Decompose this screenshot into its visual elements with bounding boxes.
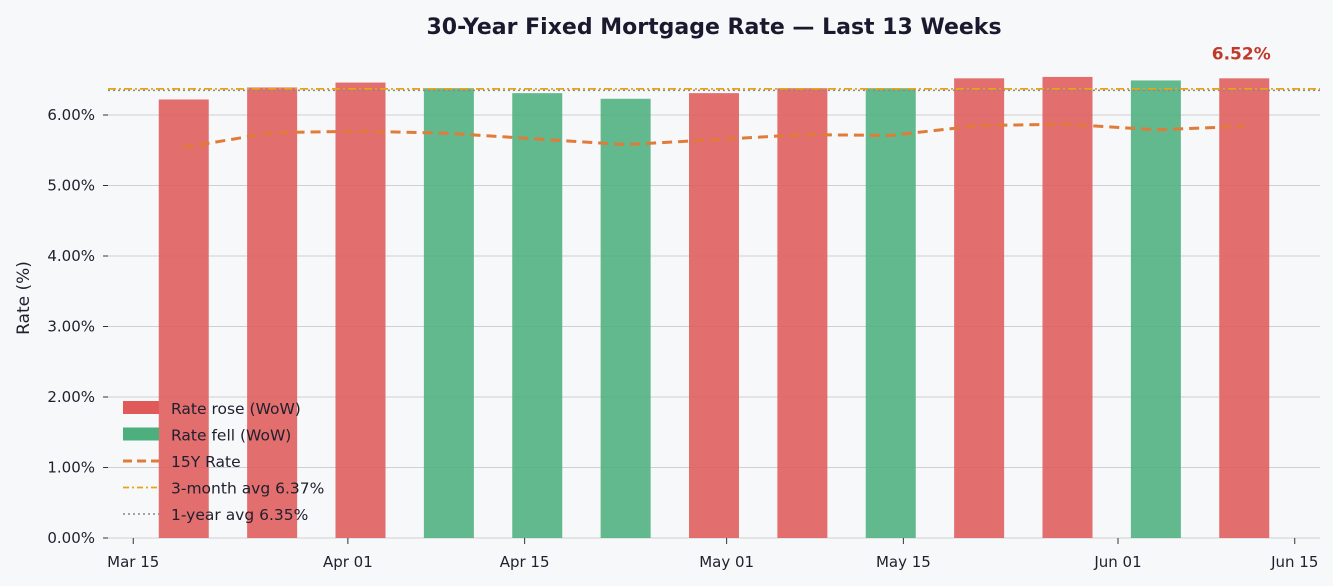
bar-fell (512, 93, 563, 539)
y-tick-label: 2.00% (47, 388, 95, 406)
legend-label-rose: Rate rose (WoW) (171, 400, 301, 418)
legend-label-avg1y: 1-year avg 6.35% (171, 506, 308, 524)
x-tick-label: Mar 15 (107, 553, 159, 571)
y-tick-label: 5.00% (47, 176, 95, 194)
latest-rate-callout: 6.52% (1212, 44, 1271, 64)
legend: Rate rose (WoW) Rate fell (WoW) 15Y Rate 3-… (123, 400, 324, 524)
legend-label-avg3m: 3-month avg 6.37% (171, 480, 324, 498)
bars (158, 76, 1270, 539)
bar-rose (247, 87, 298, 538)
bar-rose (777, 88, 828, 538)
y-tick-label: 3.00% (47, 317, 95, 335)
annotations: 6.52% (1212, 44, 1271, 64)
x-tick-label: Jun 15 (1270, 553, 1318, 571)
bar-fell (600, 98, 651, 538)
y-tick-label: 6.00% (47, 106, 95, 124)
lines (108, 88, 1320, 149)
axes: 0.00% 1.00% 2.00% 3.00% 4.00% 5.00% 6.00% Mar 1… (47, 106, 1318, 571)
bar-fell (1130, 80, 1181, 538)
bar-rose (1042, 76, 1093, 539)
x-tick-label: Jun 01 (1093, 553, 1141, 571)
bar-rose (1219, 78, 1270, 538)
bar-rose (158, 99, 209, 538)
y-tick-label: 1.00% (47, 458, 95, 476)
y-axis-label: Rate (%) (14, 261, 34, 335)
legend-label-fell: Rate fell (WoW) (171, 427, 291, 445)
bar-fell (865, 88, 916, 538)
x-tick-label: Apr 01 (323, 553, 373, 571)
bar-rose (335, 82, 386, 538)
x-tick-label: May 15 (876, 553, 931, 571)
x-tick-label: May 01 (699, 553, 754, 571)
y-tick-label: 4.00% (47, 247, 95, 265)
bar-fell (423, 88, 474, 538)
x-tick-label: Apr 15 (500, 553, 550, 571)
series-line-15y (183, 122, 1245, 149)
y-tick-label: 0.00% (47, 529, 95, 547)
bar-rose (954, 78, 1005, 538)
legend-swatch-rose (123, 401, 159, 414)
legend-swatch-fell (123, 427, 159, 441)
legend-label-rate15: 15Y Rate (171, 453, 241, 471)
chart-title: 30-Year Fixed Mortgage Rate — Last 13 We… (426, 15, 1001, 40)
bar-rose (689, 93, 739, 539)
